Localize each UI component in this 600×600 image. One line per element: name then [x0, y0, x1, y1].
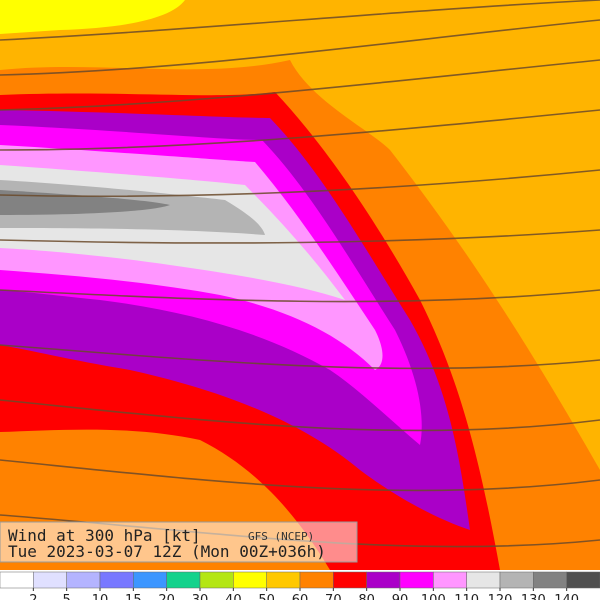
- title: Wind at 300 hPa [kt]: [8, 526, 201, 545]
- colorbar-box: [333, 571, 367, 589]
- colorbar-box: [433, 571, 467, 589]
- colorbar-box: [399, 571, 434, 589]
- contour-line: [0, 0, 600, 41]
- colorbar-box: [33, 571, 67, 589]
- colorbar-box: [366, 571, 401, 589]
- colorbar-label: 2: [29, 593, 37, 600]
- colorbar-label: 30: [192, 593, 209, 600]
- contour-line: [0, 59, 600, 111]
- colorbar-label: 70: [325, 593, 342, 600]
- contour-line: [0, 19, 600, 76]
- colorbar-label: 90: [392, 593, 409, 600]
- colorbar-box: [199, 571, 234, 589]
- colorbar-box: [566, 571, 600, 589]
- colorbar-label: 80: [358, 593, 375, 600]
- colorbar: 2 5 10 15 20 30 40 50 60 70 80 90 100 110 120 130 140: [0, 571, 600, 600]
- colorbar-box: [66, 571, 101, 589]
- colorbar-label: 5: [63, 593, 71, 600]
- contour-line: [0, 399, 600, 432]
- colorbar-label: 15: [125, 593, 142, 600]
- colorbar-label: 130: [521, 593, 546, 600]
- contour-line: [0, 344, 600, 370]
- colorbar-box: [166, 571, 201, 589]
- colorbar-label: 20: [158, 593, 175, 600]
- colorbar-label: 110: [454, 593, 479, 600]
- colorbar-label: 120: [488, 593, 513, 600]
- colorbar-label: 60: [292, 593, 309, 600]
- colorbar-box: [266, 571, 301, 589]
- contour-line: [0, 109, 600, 151]
- colorbar-box: [466, 571, 501, 589]
- contour-line: [0, 169, 600, 198]
- colorbar-label: 140: [554, 593, 579, 600]
- colorbar-box: [499, 571, 534, 589]
- colorbar-label: 10: [92, 593, 109, 600]
- contour-line: [0, 289, 600, 303]
- valid-time: Tue 2023-03-07 12Z (Mon 00Z+036h): [8, 542, 326, 561]
- title-background: [0, 521, 358, 563]
- colorbar-label: 100: [421, 593, 446, 600]
- colorbar-label: 50: [258, 593, 275, 600]
- colorbar-box: [99, 571, 134, 589]
- colorbar-box: [533, 571, 567, 589]
- colorbar-box: [0, 571, 34, 589]
- contour-line: [0, 229, 600, 244]
- contour-line: [0, 459, 600, 492]
- colorbar-box: [299, 571, 334, 589]
- wind-field: [0, 0, 600, 570]
- source: GFS (NCEP): [248, 530, 314, 543]
- colorbar-box: [133, 571, 167, 589]
- colorbar-box: [233, 571, 267, 589]
- field-50: [0, 0, 185, 34]
- colorbar-label: 40: [225, 593, 242, 600]
- title-box: Wind at 300 hPa [kt] GFS (NCEP) Tue 2023…: [0, 521, 358, 563]
